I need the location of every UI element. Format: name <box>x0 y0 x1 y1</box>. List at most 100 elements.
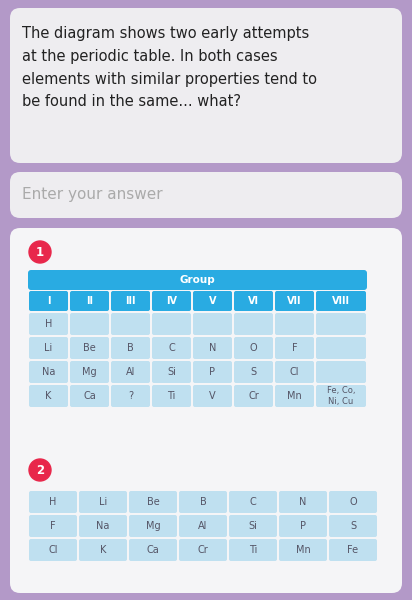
FancyBboxPatch shape <box>111 337 150 359</box>
Circle shape <box>29 459 51 481</box>
FancyBboxPatch shape <box>129 539 177 561</box>
FancyBboxPatch shape <box>29 491 77 513</box>
Text: H: H <box>45 319 52 329</box>
FancyBboxPatch shape <box>70 291 109 311</box>
FancyBboxPatch shape <box>111 313 150 335</box>
Text: Mn: Mn <box>296 545 310 555</box>
Text: ?: ? <box>128 391 133 401</box>
FancyBboxPatch shape <box>28 270 367 290</box>
Text: Ca: Ca <box>147 545 159 555</box>
Text: IV: IV <box>166 296 177 306</box>
Circle shape <box>29 241 51 263</box>
FancyBboxPatch shape <box>152 361 191 383</box>
Text: VII: VII <box>287 296 302 306</box>
FancyBboxPatch shape <box>316 313 366 335</box>
Text: N: N <box>299 497 307 507</box>
FancyBboxPatch shape <box>193 385 232 407</box>
FancyBboxPatch shape <box>152 313 191 335</box>
Text: Cr: Cr <box>248 391 259 401</box>
FancyBboxPatch shape <box>29 515 77 537</box>
FancyBboxPatch shape <box>193 313 232 335</box>
FancyBboxPatch shape <box>152 291 191 311</box>
FancyBboxPatch shape <box>316 361 366 383</box>
Text: N: N <box>209 343 216 353</box>
FancyBboxPatch shape <box>234 361 273 383</box>
Text: F: F <box>292 343 297 353</box>
Text: F: F <box>50 521 56 531</box>
Text: Mg: Mg <box>82 367 97 377</box>
FancyBboxPatch shape <box>329 539 377 561</box>
Text: VIII: VIII <box>332 296 350 306</box>
FancyBboxPatch shape <box>329 491 377 513</box>
FancyBboxPatch shape <box>111 385 150 407</box>
Text: Li: Li <box>44 343 53 353</box>
FancyBboxPatch shape <box>10 172 402 218</box>
Text: Al: Al <box>198 521 208 531</box>
Text: 2: 2 <box>36 463 44 476</box>
FancyBboxPatch shape <box>275 337 314 359</box>
Text: I: I <box>47 296 50 306</box>
Text: Ti: Ti <box>167 391 176 401</box>
Text: O: O <box>349 497 357 507</box>
Text: Na: Na <box>42 367 55 377</box>
FancyBboxPatch shape <box>316 291 366 311</box>
FancyBboxPatch shape <box>79 491 127 513</box>
Text: Li: Li <box>99 497 107 507</box>
Text: B: B <box>200 497 206 507</box>
FancyBboxPatch shape <box>111 361 150 383</box>
Text: K: K <box>100 545 106 555</box>
FancyBboxPatch shape <box>275 385 314 407</box>
Text: 1: 1 <box>36 245 44 259</box>
FancyBboxPatch shape <box>275 291 314 311</box>
FancyBboxPatch shape <box>129 515 177 537</box>
Text: C: C <box>168 343 175 353</box>
FancyBboxPatch shape <box>79 539 127 561</box>
Text: Al: Al <box>126 367 135 377</box>
Text: Cl: Cl <box>48 545 58 555</box>
Text: Mn: Mn <box>287 391 302 401</box>
FancyBboxPatch shape <box>10 8 402 163</box>
FancyBboxPatch shape <box>152 337 191 359</box>
Text: C: C <box>250 497 256 507</box>
Text: The diagram shows two early attempts
at the periodic table. In both cases
elemen: The diagram shows two early attempts at … <box>22 26 317 109</box>
FancyBboxPatch shape <box>79 515 127 537</box>
FancyBboxPatch shape <box>179 491 227 513</box>
Text: P: P <box>300 521 306 531</box>
Text: II: II <box>86 296 93 306</box>
Text: Mg: Mg <box>146 521 160 531</box>
FancyBboxPatch shape <box>193 361 232 383</box>
FancyBboxPatch shape <box>152 385 191 407</box>
FancyBboxPatch shape <box>329 515 377 537</box>
Text: Fe, Co,
Ni, Cu: Fe, Co, Ni, Cu <box>327 386 355 406</box>
FancyBboxPatch shape <box>234 313 273 335</box>
FancyBboxPatch shape <box>29 291 68 311</box>
Text: Ti: Ti <box>249 545 257 555</box>
FancyBboxPatch shape <box>29 361 68 383</box>
FancyBboxPatch shape <box>70 313 109 335</box>
FancyBboxPatch shape <box>234 337 273 359</box>
FancyBboxPatch shape <box>229 491 277 513</box>
Text: K: K <box>45 391 52 401</box>
FancyBboxPatch shape <box>70 337 109 359</box>
Text: P: P <box>209 367 215 377</box>
FancyBboxPatch shape <box>279 539 327 561</box>
FancyBboxPatch shape <box>234 291 273 311</box>
FancyBboxPatch shape <box>29 385 68 407</box>
FancyBboxPatch shape <box>279 515 327 537</box>
FancyBboxPatch shape <box>70 385 109 407</box>
Text: O: O <box>250 343 258 353</box>
Text: Si: Si <box>248 521 258 531</box>
FancyBboxPatch shape <box>129 491 177 513</box>
FancyBboxPatch shape <box>275 361 314 383</box>
FancyBboxPatch shape <box>193 337 232 359</box>
Text: VI: VI <box>248 296 259 306</box>
Text: V: V <box>209 391 216 401</box>
Text: Be: Be <box>147 497 159 507</box>
Text: Na: Na <box>96 521 110 531</box>
FancyBboxPatch shape <box>229 539 277 561</box>
FancyBboxPatch shape <box>279 491 327 513</box>
FancyBboxPatch shape <box>29 539 77 561</box>
Text: Group: Group <box>180 275 215 285</box>
FancyBboxPatch shape <box>316 337 366 359</box>
FancyBboxPatch shape <box>179 539 227 561</box>
